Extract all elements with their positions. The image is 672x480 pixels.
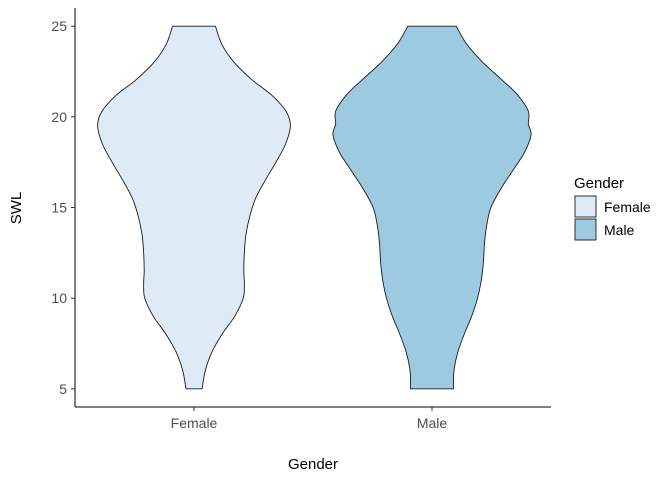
legend-title: Gender <box>574 175 624 192</box>
y-tick-label: 10 <box>51 290 67 306</box>
x-tick-label: Female <box>171 415 218 431</box>
violin-male <box>332 25 532 390</box>
x-tick-label: Male <box>417 415 448 431</box>
legend-label-male: Male <box>604 222 635 238</box>
y-tick-label: 5 <box>59 381 67 397</box>
legend-key-male <box>574 218 597 241</box>
violins-layer <box>97 25 532 390</box>
legend-items: Female Male <box>574 195 651 241</box>
y-axis-title: SWL <box>8 192 25 225</box>
y-tick-label: 20 <box>51 109 67 125</box>
x-axis-ticks: Female Male <box>171 407 448 431</box>
y-axis-ticks: 5 10 15 20 25 <box>51 18 75 397</box>
legend: Gender Female Male <box>574 175 651 241</box>
y-tick-label: 15 <box>51 200 67 216</box>
violin-female <box>97 25 291 390</box>
legend-key-female <box>574 195 597 218</box>
y-tick-label: 25 <box>51 18 67 34</box>
x-axis-title: Gender <box>288 456 338 473</box>
legend-label-female: Female <box>604 199 651 215</box>
